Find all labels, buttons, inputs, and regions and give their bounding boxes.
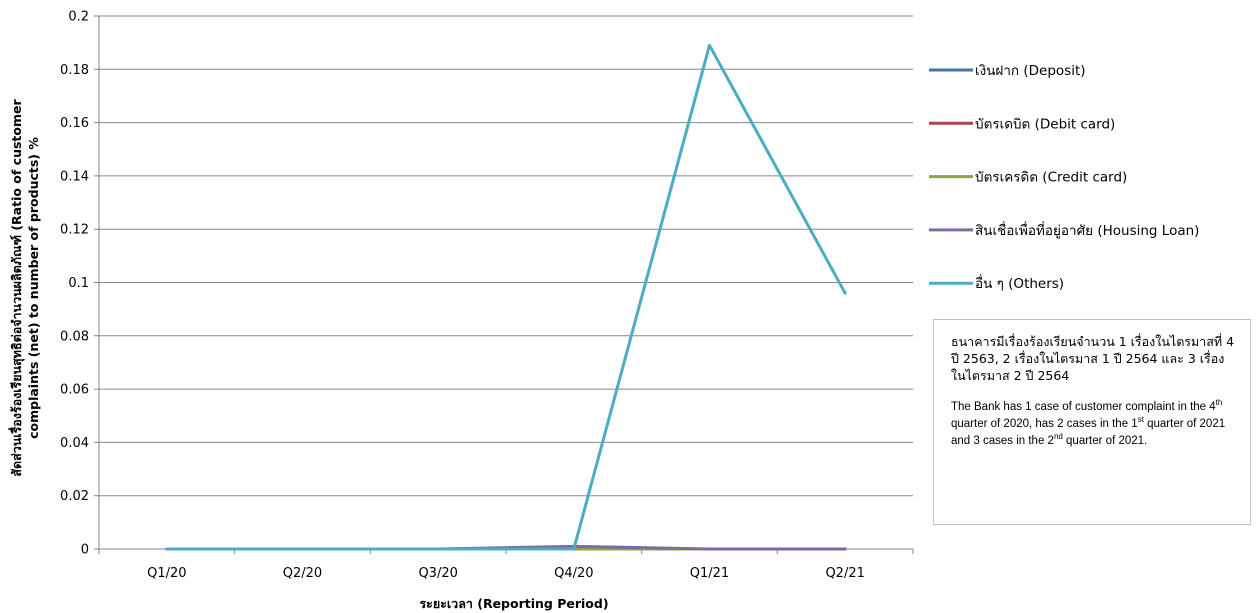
y-axis-title-line1: สัดส่วนเรื่องร้องเรียนสุทธิต่อจำนวนผลิตภ…	[8, 99, 25, 477]
x-tick-label: Q4/20	[554, 566, 593, 581]
x-tick-label: Q3/20	[418, 566, 457, 581]
note-en-part1: The Bank has 1 case of customer complain…	[951, 401, 1216, 413]
x-tick-label: Q2/20	[283, 566, 322, 581]
note-en-part3: quarter of 2021 and 3 cases in the 2	[951, 418, 1226, 447]
y-tick-label: 0.02	[60, 489, 89, 504]
legend-label: อื่น ๆ (Others)	[975, 274, 1064, 292]
y-tick-label: 0.06	[60, 383, 89, 398]
legend-label: เงินฝาก (Deposit)	[975, 63, 1086, 79]
y-tick-label: 0.08	[60, 329, 89, 344]
legend-label: บัตรเดบิต (Debit card)	[975, 116, 1115, 132]
note-en-part2: quarter of 2020, has 2 cases in the 1	[951, 418, 1138, 430]
y-tick-label: 0.12	[60, 223, 89, 238]
legend-label: สินเชื่อเพื่อที่อยู่อาศัย (Housing Loan)	[975, 221, 1199, 239]
x-tick-label: Q2/21	[825, 566, 864, 581]
y-tick-label: 0.2	[68, 10, 89, 25]
y-tick-label: 0.04	[60, 436, 89, 451]
y-axis-title-line2: complaints (net) to number of products) …	[26, 137, 41, 439]
series-line-4	[165, 43, 847, 551]
y-axis-ticks: 0 0.02 0.04 0.06 0.08 0.1 0.12 0.14 0.16 0.18 0.2	[60, 10, 89, 558]
x-tick-label: Q1/21	[690, 566, 729, 581]
note-thai-text: ธนาคารมีเรื่องร้องเรียนจำนวน 1 เรื่องในไ…	[951, 334, 1235, 383]
note-en-sup3: nd	[1053, 432, 1063, 442]
note-english-text: The Bank has 1 case of customer complain…	[951, 399, 1236, 450]
note-en-part4: quarter of 2021.	[1062, 435, 1148, 447]
note-en-sup1: th	[1215, 398, 1223, 408]
note-box: ธนาคารมีเรื่องร้องเรียนจำนวน 1 เรื่องในไ…	[933, 319, 1251, 525]
x-axis-title: ระยะเวลา (Reporting Period)	[419, 596, 608, 611]
x-axis-ticks: Q1/20 Q2/20 Q3/20 Q4/20 Q1/21 Q2/21	[98, 549, 914, 581]
note-en-sup2: st	[1137, 415, 1144, 425]
y-tick-label: 0.14	[60, 169, 89, 184]
legend: เงินฝาก (Deposit) บัตรเดบิต (Debit card) บ…	[929, 63, 1199, 292]
y-tick-label: 0.1	[68, 276, 89, 291]
y-tick-label: 0.16	[60, 116, 89, 131]
y-tick-label: 0	[81, 543, 89, 558]
legend-label: บัตรเครดิต (Credit card)	[975, 170, 1127, 186]
gridlines	[94, 15, 913, 554]
y-tick-label: 0.18	[60, 63, 89, 78]
x-tick-label: Q1/20	[147, 566, 186, 581]
series-lines	[165, 43, 847, 551]
